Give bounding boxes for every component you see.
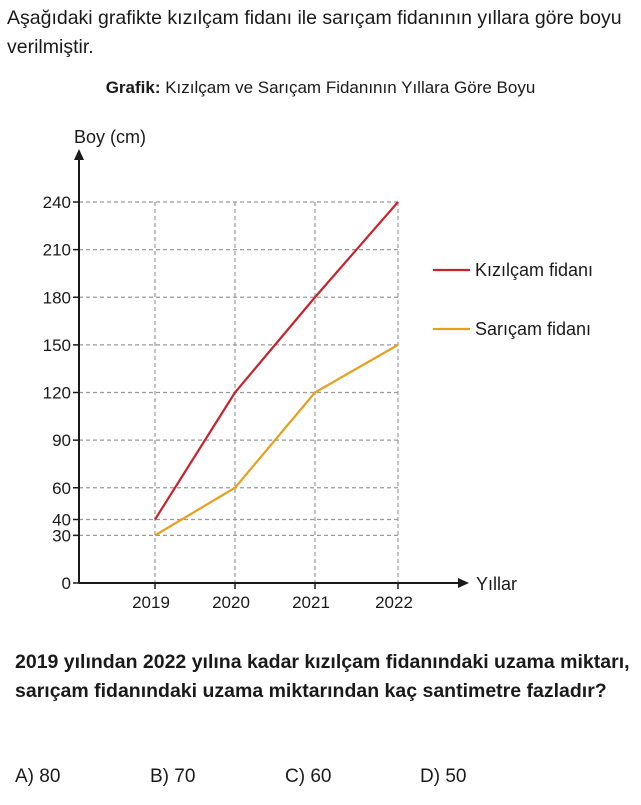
legend-label-saricam: Sarıçam fidanı [475,319,591,339]
y-tick-label: 120 [43,384,71,403]
legend-label-kizilcam: Kızılçam fidanı [475,260,593,280]
x-tick-label: 2020 [212,593,250,612]
intro-text: Aşağıdaki grafikte kızılçam fidanı ile s… [7,7,622,58]
option-c[interactable]: C) 60 [285,766,332,787]
x-tick-label: 2022 [375,593,413,612]
option-a[interactable]: A) 80 [15,766,61,787]
y-tick-label: 40 [52,511,71,530]
x-tick-label: 2019 [132,593,170,612]
chart-title: Grafik: Kızılçam ve Sarıçam Fidanının Yı… [0,78,641,98]
y-tick-label: 210 [43,241,71,260]
y-axis-arrow [74,149,84,160]
y-tick-label: 180 [43,288,71,307]
series-line-kizilcam [154,201,399,521]
question-text: 2019 yılından 2022 yılına kadar kızılçam… [15,651,630,702]
x-tick-label: 2021 [292,593,330,612]
series-line-saricam [154,343,399,537]
y-axis-label: Boy (cm) [74,127,146,147]
x-axis-label: Yıllar [476,574,517,594]
x-axis-arrow [458,578,469,588]
option-d[interactable]: D) 50 [420,766,467,787]
option-b[interactable]: B) 70 [150,766,196,787]
y-tick-label: 30 [52,526,71,545]
y-tick-label: 150 [43,336,71,355]
chart-title-text: Kızılçam ve Sarıçam Fidanının Yıllara Gö… [165,78,536,97]
y-tick-label: 60 [52,479,71,498]
y-tick-label: 0 [62,574,71,593]
y-tick-label: 240 [43,193,71,212]
y-tick-label: 90 [52,431,71,450]
chart-title-prefix: Grafik: [105,78,161,97]
